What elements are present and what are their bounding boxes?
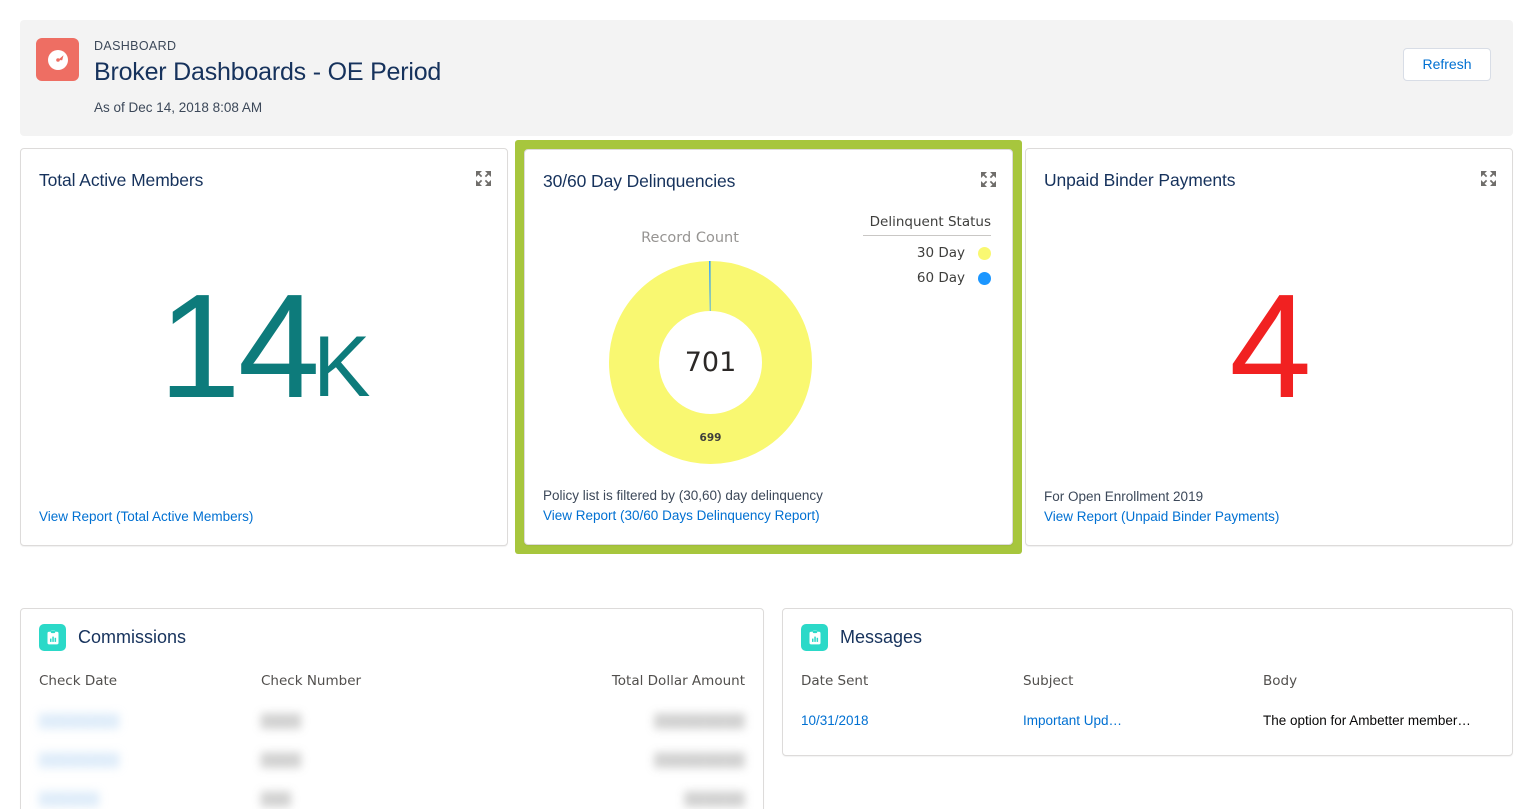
redacted-value: ▒▒▒▒▒▒: [39, 791, 100, 806]
subject-link[interactable]: Important Upd…: [1023, 713, 1123, 728]
cell-subject: Important Upd…: [1023, 689, 1263, 728]
card-selection-highlight: 30/60 Day Delinquencies Record Count: [515, 140, 1022, 554]
legend-label: 30 Day: [916, 245, 965, 261]
cell-total-dollar-amount: ▒▒▒▒▒▒▒▒▒: [581, 689, 763, 728]
donut-total-value: 701: [684, 347, 737, 378]
metric-display: 4: [1026, 149, 1512, 545]
dashboard-header-text: DASHBOARD Broker Dashboards - OE Period …: [94, 38, 441, 116]
cell-check-number: ▒▒▒▒: [261, 728, 581, 767]
column-header-check-date: Check Date: [39, 673, 118, 689]
card-note: Policy list is filtered by (30,60) day d…: [543, 488, 823, 503]
metric-value: 4: [1229, 264, 1311, 429]
date-sent-link[interactable]: 10/31/2018: [801, 713, 869, 728]
legend-swatch-30-day: [978, 246, 991, 260]
table-row[interactable]: ▒▒▒▒▒▒▒▒ ▒▒▒▒ ▒▒▒▒▒▒▒▒▒: [21, 728, 763, 767]
donut-graphic: 701 699: [608, 260, 813, 465]
kpi-card-row: Total Active Members 14 K View Report (To…: [20, 140, 1513, 554]
column-header-body: Body: [1263, 673, 1298, 689]
redacted-value: ▒▒▒▒▒▒▒▒: [39, 713, 120, 728]
card-footer: View Report (Total Active Members): [39, 507, 489, 527]
cell-date-sent: 10/31/2018: [783, 689, 1023, 728]
card-title: Total Active Members: [39, 170, 204, 190]
chart-legend: Delinquent Status 30 Day 60 Day: [863, 214, 991, 286]
column-header-check-number: Check Number: [261, 673, 362, 689]
legend-item-60-day[interactable]: 60 Day: [863, 270, 991, 286]
messages-table: Date Sent Subject Body 10/31/2018 Import…: [783, 651, 1512, 728]
dashboard-gauge-icon: [36, 38, 79, 81]
redacted-value: ▒▒▒▒▒▒▒▒▒: [654, 713, 745, 728]
metric-suffix: K: [313, 319, 370, 415]
donut-slice-label-30-day: 699: [699, 432, 722, 444]
column-header-total-dollar-amount: Total Dollar Amount: [611, 673, 745, 689]
donut-slice-60-day: [609, 261, 812, 464]
cell-total-dollar-amount: ▒▒▒▒▒▒: [581, 767, 763, 806]
commissions-title: Commissions: [78, 627, 187, 647]
redacted-value: ▒▒▒▒: [261, 752, 302, 767]
page-title: Broker Dashboards - OE Period: [94, 58, 442, 86]
breadcrumb-eyebrow: DASHBOARD: [94, 39, 177, 53]
cell-check-date[interactable]: ▒▒▒▒▒▒▒▒: [21, 728, 261, 767]
clipboard-chart-icon: [39, 624, 66, 651]
cell-check-date[interactable]: ▒▒▒▒▒▒▒▒: [21, 689, 261, 728]
card-total-active-members: Total Active Members 14 K View Report (To…: [20, 148, 508, 546]
dashboard-header-left: DASHBOARD Broker Dashboards - OE Period …: [20, 20, 441, 116]
view-report-link[interactable]: View Report (Unpaid Binder Payments): [1044, 509, 1280, 524]
commissions-header: Commissions: [21, 609, 763, 651]
legend-swatch-60-day: [978, 271, 991, 285]
legend-label: 60 Day: [916, 270, 965, 286]
chart-measure-label: Record Count: [641, 230, 739, 246]
cell-total-dollar-amount: ▒▒▒▒▒▒▒▒▒: [581, 728, 763, 767]
view-report-link[interactable]: View Report (Total Active Members): [39, 509, 254, 524]
cell-check-number: ▒▒▒▒: [261, 689, 581, 728]
refresh-button[interactable]: Refresh: [1403, 48, 1491, 81]
table-header-row: Check Date Check Number Total Dollar Amo…: [21, 651, 763, 689]
table-row[interactable]: ▒▒▒▒▒▒ ▒▒▒ ▒▒▒▒▒▒: [21, 767, 763, 806]
messages-header: Messages: [783, 609, 1512, 651]
table-header-row: Date Sent Subject Body: [783, 651, 1512, 689]
legend-item-30-day[interactable]: 30 Day: [863, 245, 991, 261]
cell-check-number: ▒▒▒: [261, 767, 581, 806]
card-delinquencies: 30/60 Day Delinquencies Record Count: [524, 149, 1013, 545]
redacted-value: ▒▒▒▒▒▒: [684, 791, 745, 806]
card-note: For Open Enrollment 2019: [1044, 489, 1204, 504]
as-of-timestamp: As of Dec 14, 2018 8:08 AM: [94, 100, 263, 115]
redacted-value: ▒▒▒: [261, 791, 292, 806]
card-footer: For Open Enrollment 2019 View Report (Un…: [1044, 487, 1494, 527]
card-title: Unpaid Binder Payments: [1044, 170, 1236, 190]
column-header-date-sent: Date Sent: [801, 673, 869, 689]
metric-display: 14 K: [21, 149, 507, 545]
view-report-link[interactable]: View Report (30/60 Days Delinquency Repo…: [543, 508, 820, 523]
column-header-subject: Subject: [1023, 673, 1074, 689]
metric-value: 14: [158, 264, 321, 429]
donut-chart: Record Count 701 699 Delinquent Status: [525, 202, 1012, 492]
table-row[interactable]: ▒▒▒▒▒▒▒▒ ▒▒▒▒ ▒▒▒▒▒▒▒▒▒: [21, 689, 763, 728]
messages-title: Messages: [840, 627, 923, 647]
card-footer: Policy list is filtered by (30,60) day d…: [543, 486, 994, 526]
commissions-card: Commissions Check Date Check Number Tota…: [20, 608, 764, 809]
redacted-value: ▒▒▒▒: [261, 713, 302, 728]
legend-title: Delinquent Status: [863, 214, 991, 236]
cell-check-date[interactable]: ▒▒▒▒▒▒: [21, 767, 261, 806]
messages-card: Messages Date Sent Subject Body 10/31/20…: [782, 608, 1513, 756]
expand-icon[interactable]: [981, 172, 996, 187]
redacted-value: ▒▒▒▒▒▒▒▒: [39, 752, 120, 767]
clipboard-chart-icon: [801, 624, 828, 651]
card-unpaid-binder-payments: Unpaid Binder Payments 4 For Open Enroll…: [1025, 148, 1513, 546]
cell-body: The option for Ambetter member…: [1263, 713, 1471, 728]
expand-icon[interactable]: [1481, 171, 1496, 186]
card-title: 30/60 Day Delinquencies: [543, 171, 736, 191]
commissions-table: Check Date Check Number Total Dollar Amo…: [21, 651, 763, 806]
expand-icon[interactable]: [476, 171, 491, 186]
redacted-value: ▒▒▒▒▒▒▒▒▒: [654, 752, 745, 767]
dashboard-header: DASHBOARD Broker Dashboards - OE Period …: [20, 20, 1513, 136]
table-row[interactable]: 10/31/2018 Important Upd… The option for…: [783, 689, 1512, 728]
